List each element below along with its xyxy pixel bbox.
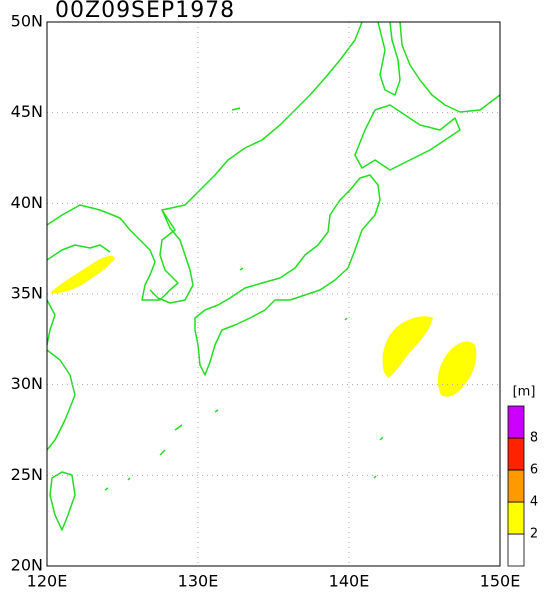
legend-swatch [507,405,525,439]
lat-label: 45N [11,102,43,121]
lon-label: 120E [27,572,68,591]
coastline [104,107,384,491]
legend-label: 6 [530,463,538,478]
wave-height-areas [50,255,477,397]
coastline [46,21,363,301]
axis-labels: 20N 25N 30N 35N 40N 45N 50N 120E 130E 140E 150E [11,12,521,591]
lat-label: 20N [11,556,43,575]
legend-label: 4 [530,495,538,510]
legend-swatch [507,501,525,535]
coastline [149,209,194,304]
coastline [46,244,111,451]
legend-swatch [507,437,525,471]
map-title: 00Z09SEP1978 [55,0,235,23]
lat-label: 30N [11,374,43,393]
legend-unit: [m] [513,385,536,400]
lon-label: 150E [480,572,521,591]
coastline [354,104,461,171]
lon-label: 130E [178,572,219,591]
coastline [399,21,501,113]
legend-swatch [507,533,525,567]
legend-label: 2 [530,527,538,542]
graticule [46,21,501,567]
coastline [49,471,76,531]
color-legend: 2 4 6 8 [m] [507,385,538,567]
coastline [194,174,381,376]
wave-area [437,341,477,397]
legend-label: 8 [530,431,538,446]
coastline [377,21,401,96]
wave-area [50,255,115,294]
lon-label: 140E [329,572,370,591]
legend-swatch [507,469,525,503]
wave-area [382,316,433,378]
lat-label: 40N [11,193,43,212]
map-frame [46,21,501,567]
lat-label: 50N [11,12,43,31]
lat-label: 35N [11,284,43,303]
lat-label: 25N [11,465,43,484]
coastlines [46,21,501,531]
